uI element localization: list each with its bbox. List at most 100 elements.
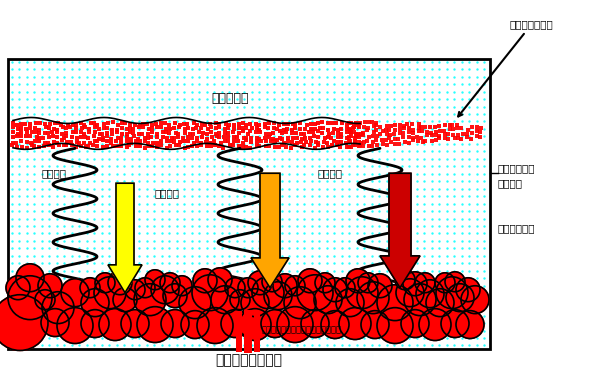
Point xyxy=(180,305,189,311)
Point xyxy=(359,245,369,251)
Point xyxy=(112,126,122,132)
Point xyxy=(90,201,100,207)
Point xyxy=(247,59,257,65)
Point xyxy=(480,305,489,311)
Point xyxy=(52,59,62,65)
Point xyxy=(232,134,242,139)
Point xyxy=(367,126,377,132)
Point xyxy=(322,283,332,289)
Point xyxy=(247,275,257,281)
Point xyxy=(285,283,294,289)
Point xyxy=(217,81,227,87)
Point xyxy=(337,313,347,318)
Point xyxy=(37,320,47,326)
Circle shape xyxy=(113,288,137,312)
Point xyxy=(195,193,205,199)
Point xyxy=(367,208,377,214)
Point xyxy=(262,245,272,251)
Point xyxy=(82,268,92,274)
Point xyxy=(314,313,324,318)
Point xyxy=(367,66,377,72)
Point xyxy=(352,283,362,289)
Point xyxy=(15,148,24,154)
Point xyxy=(232,156,242,162)
Point xyxy=(30,342,39,348)
Point xyxy=(457,186,467,192)
Point xyxy=(464,305,474,311)
Point xyxy=(172,275,182,281)
Point xyxy=(472,178,482,184)
Point xyxy=(314,171,324,177)
Point xyxy=(359,96,369,102)
Point xyxy=(277,231,287,237)
Point xyxy=(375,223,384,229)
Point xyxy=(15,208,24,214)
Point xyxy=(337,238,347,244)
Point xyxy=(359,290,369,296)
Point xyxy=(367,134,377,139)
Point xyxy=(457,163,467,169)
Point xyxy=(435,163,444,169)
Point xyxy=(359,156,369,162)
Point xyxy=(7,104,17,110)
Point xyxy=(90,118,100,124)
Point xyxy=(427,178,437,184)
Point xyxy=(419,305,429,311)
Point xyxy=(45,171,55,177)
Point xyxy=(435,193,444,199)
Point xyxy=(397,328,407,334)
Point xyxy=(247,231,257,237)
Point xyxy=(240,201,249,207)
Point xyxy=(262,208,272,214)
Point xyxy=(82,231,92,237)
Point xyxy=(300,134,310,139)
Point xyxy=(472,193,482,199)
Circle shape xyxy=(193,269,217,293)
Point xyxy=(82,148,92,154)
Point xyxy=(345,335,354,341)
Point xyxy=(397,163,407,169)
Point xyxy=(442,201,452,207)
Point xyxy=(382,148,392,154)
Point xyxy=(120,59,129,65)
Point xyxy=(90,245,100,251)
Point xyxy=(202,313,212,318)
Point xyxy=(225,201,234,207)
Point xyxy=(322,96,332,102)
Point xyxy=(45,163,55,169)
Point xyxy=(120,313,129,318)
Point xyxy=(480,193,489,199)
Point xyxy=(314,328,324,334)
Point xyxy=(255,141,265,147)
Point xyxy=(322,59,332,65)
Point xyxy=(442,208,452,214)
Point xyxy=(330,275,339,281)
Point xyxy=(464,328,474,334)
Point xyxy=(164,193,174,199)
Point xyxy=(187,231,197,237)
Point xyxy=(7,186,17,192)
Point xyxy=(397,231,407,237)
Point xyxy=(120,268,129,274)
Point xyxy=(45,89,55,94)
Point xyxy=(382,156,392,162)
Point xyxy=(142,89,152,94)
Point xyxy=(135,275,144,281)
Circle shape xyxy=(42,292,74,324)
Point xyxy=(352,223,362,229)
Point xyxy=(45,215,55,221)
Point xyxy=(345,171,354,177)
Point xyxy=(209,118,219,124)
Point xyxy=(270,223,279,229)
Point xyxy=(322,253,332,259)
Point xyxy=(150,261,160,266)
Point xyxy=(135,186,144,192)
Point xyxy=(172,74,182,80)
Point xyxy=(277,335,287,341)
Point xyxy=(22,238,32,244)
Point xyxy=(322,74,332,80)
Point xyxy=(397,178,407,184)
Point xyxy=(419,261,429,266)
Point xyxy=(442,231,452,237)
Point xyxy=(442,96,452,102)
